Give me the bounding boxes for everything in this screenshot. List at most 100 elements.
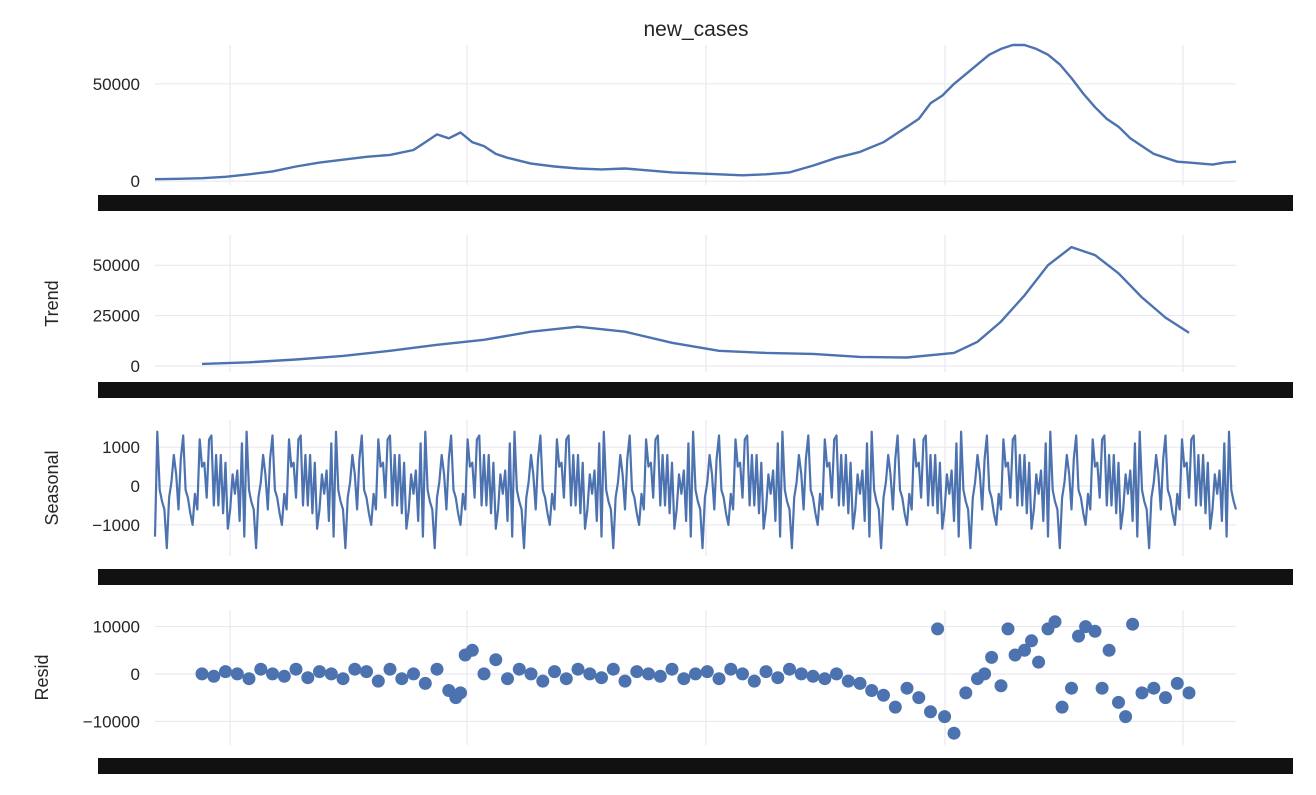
resid-point xyxy=(301,671,315,685)
resid-point xyxy=(524,667,538,681)
resid-point xyxy=(806,669,820,683)
resid-point xyxy=(1065,681,1078,695)
resid-point xyxy=(477,667,491,681)
resid-point xyxy=(277,669,291,683)
resid-point xyxy=(465,643,479,657)
resid-point xyxy=(853,676,867,690)
resid-point xyxy=(289,662,303,676)
y-axis-label: Resid xyxy=(32,654,52,700)
resid-point xyxy=(324,667,338,681)
resid-point xyxy=(489,653,503,667)
resid-point xyxy=(618,674,632,688)
resid-point xyxy=(985,650,999,664)
resid-point xyxy=(771,671,785,685)
resid-point xyxy=(1048,615,1062,629)
resid-point xyxy=(195,667,209,681)
y-tick-label: 0 xyxy=(131,665,140,684)
resid-point xyxy=(888,700,902,714)
resid-point xyxy=(759,665,773,679)
resid-point xyxy=(1119,710,1133,724)
resid-point xyxy=(924,705,937,719)
resid-point xyxy=(1072,629,1085,643)
resid-point xyxy=(207,669,221,683)
resid-point xyxy=(230,667,244,681)
panel-4: −10000 0 10000 Resid xyxy=(32,610,1293,774)
resid-point xyxy=(931,622,945,636)
y-tick-label: 0 xyxy=(131,357,140,376)
y-axis-label: Trend xyxy=(42,280,62,326)
resid-point xyxy=(501,672,514,686)
y-tick-label: 0 xyxy=(131,477,140,496)
resid-point xyxy=(794,667,808,681)
resid-point xyxy=(313,665,326,679)
resid-point xyxy=(818,672,832,686)
resid-point xyxy=(595,671,608,685)
resid-point xyxy=(1001,622,1015,636)
resid-point xyxy=(1095,681,1109,695)
resid-point xyxy=(219,665,232,679)
resid-point xyxy=(630,665,644,679)
resid-point xyxy=(1112,695,1125,709)
resid-point xyxy=(571,662,585,676)
resid-point xyxy=(938,710,952,724)
y-tick-label: 10000 xyxy=(93,618,140,637)
x-tick-labels-overlap xyxy=(98,382,1293,398)
observed-line xyxy=(154,43,1237,181)
resid-point xyxy=(559,672,573,686)
resid-point xyxy=(642,667,655,681)
y-tick-label: −1000 xyxy=(92,516,140,535)
resid-point xyxy=(336,672,350,686)
resid-point xyxy=(454,686,467,700)
resid-point xyxy=(700,665,714,679)
resid-point xyxy=(783,662,796,676)
x-tick-labels-overlap xyxy=(98,758,1293,774)
resid-point xyxy=(395,672,409,686)
resid-point xyxy=(900,681,914,695)
seasonal-line xyxy=(153,430,1238,550)
y-axis-label: Seasonal xyxy=(42,450,62,525)
resid-point xyxy=(865,684,879,697)
resid-point xyxy=(1088,624,1102,638)
y-tick-label: −10000 xyxy=(83,712,140,731)
resid-point xyxy=(665,662,679,676)
resid-point xyxy=(724,662,738,676)
resid-point xyxy=(653,669,667,683)
x-tick-labels-overlap xyxy=(98,195,1293,211)
trend-line xyxy=(201,245,1190,366)
resid-point xyxy=(677,672,691,686)
resid-point xyxy=(689,667,702,681)
resid-point xyxy=(583,667,597,681)
resid-point xyxy=(1025,634,1038,648)
resid-point xyxy=(1102,643,1116,657)
resid-point xyxy=(712,672,726,686)
resid-point xyxy=(360,665,373,679)
resid-point xyxy=(242,672,256,686)
panel-3: −1000 0 1000 Seasonal xyxy=(42,420,1293,585)
y-tick-label: 1000 xyxy=(102,438,140,457)
resid-point xyxy=(1135,686,1149,700)
figure-title: new_cases xyxy=(643,18,748,41)
x-tick-labels-overlap xyxy=(98,569,1293,585)
resid-point xyxy=(348,662,362,676)
resid-point xyxy=(947,726,961,740)
resid-point xyxy=(383,662,397,676)
resid-point xyxy=(1018,643,1031,657)
resid-point xyxy=(1170,676,1184,690)
resid-point xyxy=(512,662,526,676)
resid-point xyxy=(1159,691,1172,705)
resid-point xyxy=(430,662,444,676)
resid-point xyxy=(1147,681,1161,695)
resid-point xyxy=(266,667,279,681)
resid-point xyxy=(371,674,385,688)
panel-1: 0 50000 xyxy=(93,43,1293,211)
y-tick-label: 50000 xyxy=(93,75,140,94)
panel-2: 0 25000 50000 Trend xyxy=(42,235,1293,398)
resid-point xyxy=(830,667,843,681)
resid-point xyxy=(407,667,420,681)
resid-point xyxy=(606,662,620,676)
resid-point xyxy=(418,676,432,690)
resid-point xyxy=(736,667,749,681)
resid-point xyxy=(1055,700,1069,714)
resid-point xyxy=(1032,655,1046,669)
resid-point xyxy=(1126,617,1140,631)
